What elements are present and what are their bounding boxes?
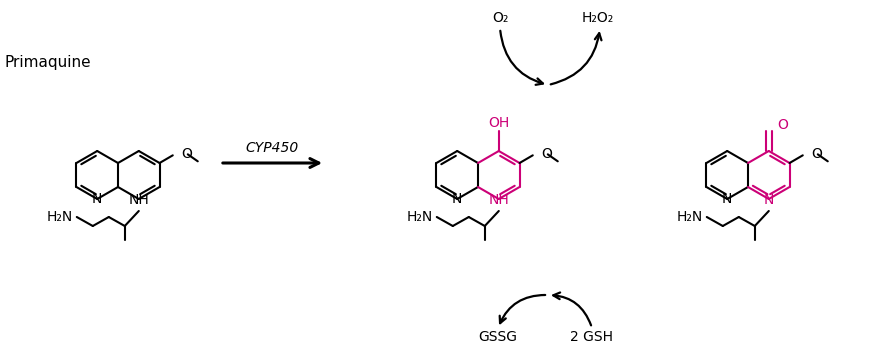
Text: O: O <box>809 147 821 161</box>
Text: H₂N: H₂N <box>406 210 432 224</box>
Text: N: N <box>92 192 103 206</box>
Text: O: O <box>181 147 191 161</box>
Text: N: N <box>763 193 774 207</box>
Text: OH: OH <box>488 116 509 130</box>
Text: H₂N: H₂N <box>46 210 73 224</box>
Text: H₂O₂: H₂O₂ <box>581 11 613 25</box>
Text: O: O <box>776 118 787 132</box>
Text: GSSG: GSSG <box>478 330 517 344</box>
Text: NH: NH <box>488 193 509 207</box>
Text: 2 GSH: 2 GSH <box>570 330 613 344</box>
Text: Primaquine: Primaquine <box>5 55 91 70</box>
Text: N: N <box>452 192 462 206</box>
Text: O₂: O₂ <box>491 11 508 25</box>
Text: N: N <box>721 192 731 206</box>
Text: CYP450: CYP450 <box>245 141 298 155</box>
Text: NH: NH <box>128 193 149 207</box>
Text: H₂N: H₂N <box>676 210 702 224</box>
Text: O: O <box>540 147 551 161</box>
